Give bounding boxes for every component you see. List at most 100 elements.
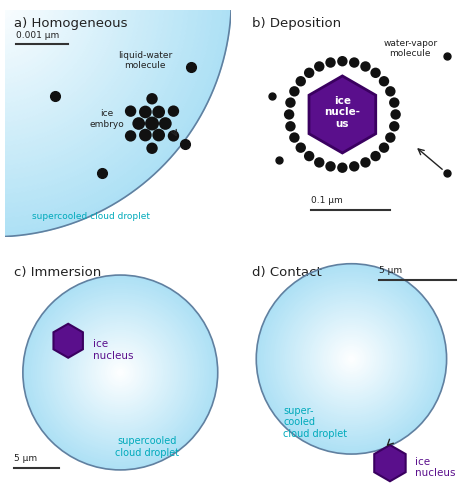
Polygon shape — [0, 0, 3, 8]
Circle shape — [323, 330, 380, 387]
Circle shape — [33, 285, 208, 460]
Circle shape — [327, 334, 376, 383]
Circle shape — [379, 142, 389, 153]
Text: liquid-water
molecule: liquid-water molecule — [118, 51, 173, 70]
Circle shape — [304, 67, 314, 78]
Polygon shape — [0, 0, 108, 113]
Polygon shape — [0, 0, 31, 37]
Circle shape — [281, 289, 422, 430]
Circle shape — [285, 97, 296, 108]
Circle shape — [260, 267, 443, 450]
Circle shape — [60, 312, 181, 433]
Circle shape — [332, 340, 371, 378]
Circle shape — [295, 142, 306, 153]
Circle shape — [337, 163, 347, 173]
Circle shape — [275, 283, 428, 435]
Circle shape — [338, 346, 365, 372]
Circle shape — [279, 287, 424, 431]
Polygon shape — [0, 0, 122, 127]
Circle shape — [360, 62, 371, 72]
Circle shape — [325, 161, 336, 172]
Circle shape — [73, 326, 167, 419]
Text: ice
nucleus: ice nucleus — [93, 339, 134, 361]
Circle shape — [152, 128, 165, 141]
Circle shape — [68, 320, 173, 425]
Polygon shape — [0, 0, 65, 70]
Polygon shape — [0, 0, 103, 108]
Text: 0.001 µm: 0.001 µm — [16, 31, 59, 40]
Polygon shape — [0, 0, 179, 185]
Circle shape — [285, 121, 296, 131]
Circle shape — [31, 283, 210, 462]
Polygon shape — [0, 0, 170, 175]
Polygon shape — [0, 0, 8, 13]
Text: ice
nucleus: ice nucleus — [415, 457, 456, 479]
Circle shape — [336, 344, 367, 374]
Circle shape — [77, 330, 163, 415]
Circle shape — [328, 336, 374, 382]
Circle shape — [168, 130, 179, 141]
Polygon shape — [0, 0, 198, 203]
Circle shape — [83, 335, 157, 410]
Polygon shape — [374, 445, 406, 481]
Polygon shape — [54, 324, 83, 358]
Circle shape — [27, 279, 214, 466]
Circle shape — [349, 58, 359, 68]
Polygon shape — [0, 0, 46, 51]
Circle shape — [54, 306, 187, 439]
Polygon shape — [0, 0, 131, 137]
Polygon shape — [0, 0, 160, 166]
Polygon shape — [0, 0, 98, 104]
Circle shape — [389, 121, 400, 131]
Circle shape — [91, 343, 149, 402]
Polygon shape — [0, 0, 155, 161]
Circle shape — [56, 308, 184, 437]
Circle shape — [325, 332, 378, 385]
Polygon shape — [0, 0, 208, 213]
Polygon shape — [0, 0, 17, 23]
Circle shape — [72, 324, 169, 421]
Circle shape — [298, 306, 405, 412]
Polygon shape — [0, 0, 227, 232]
Circle shape — [344, 351, 359, 367]
Circle shape — [308, 315, 395, 403]
Circle shape — [314, 157, 325, 168]
Circle shape — [379, 76, 389, 86]
Circle shape — [95, 347, 146, 398]
Polygon shape — [0, 0, 27, 32]
Circle shape — [75, 328, 165, 417]
Circle shape — [64, 316, 177, 429]
Circle shape — [291, 298, 412, 420]
Circle shape — [256, 264, 447, 454]
Circle shape — [168, 106, 179, 117]
Circle shape — [317, 324, 386, 393]
Polygon shape — [0, 0, 60, 65]
Text: super-
cooled
cloud droplet: super- cooled cloud droplet — [283, 406, 347, 439]
Text: c) Immersion: c) Immersion — [14, 266, 101, 279]
Circle shape — [391, 109, 401, 120]
Polygon shape — [0, 0, 136, 142]
Circle shape — [304, 311, 399, 407]
Circle shape — [349, 161, 359, 172]
Circle shape — [319, 326, 384, 391]
Polygon shape — [0, 0, 212, 218]
Circle shape — [132, 117, 145, 130]
Polygon shape — [0, 0, 189, 194]
Polygon shape — [0, 0, 231, 237]
Circle shape — [370, 67, 381, 78]
Text: water-vapor
molecule: water-vapor molecule — [383, 39, 438, 59]
Text: 0.1 µm: 0.1 µm — [310, 196, 342, 205]
Polygon shape — [0, 0, 217, 223]
Circle shape — [58, 310, 182, 435]
Circle shape — [337, 56, 347, 66]
Circle shape — [268, 275, 435, 442]
Circle shape — [292, 300, 410, 418]
Circle shape — [29, 281, 212, 464]
Circle shape — [79, 331, 161, 413]
Circle shape — [289, 86, 300, 97]
Text: supercooled
cloud droplet: supercooled cloud droplet — [116, 436, 180, 458]
Circle shape — [310, 317, 393, 401]
Text: ice
embryo: ice embryo — [89, 109, 124, 128]
Polygon shape — [0, 0, 112, 118]
Circle shape — [340, 348, 363, 371]
